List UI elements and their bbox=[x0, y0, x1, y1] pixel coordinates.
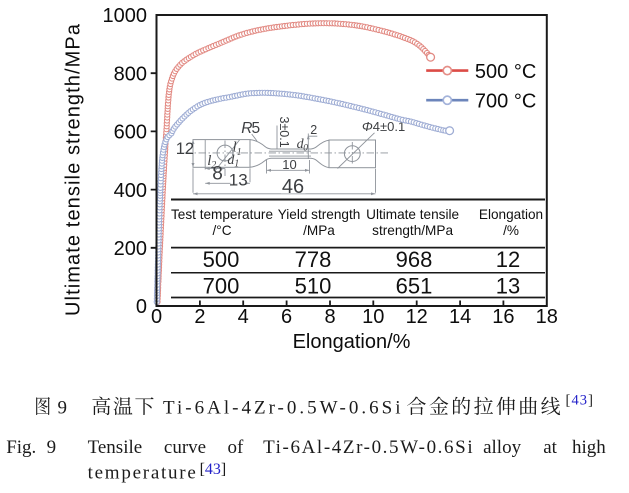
svg-text:[43]: [43] bbox=[566, 392, 594, 408]
svg-text:/%: /% bbox=[503, 223, 519, 238]
svg-text:of: of bbox=[228, 437, 245, 458]
svg-text:R: R bbox=[241, 120, 252, 137]
svg-text:Ti-6Al-4Zr-0.5W-0.6Si: Ti-6Al-4Zr-0.5W-0.6Si bbox=[263, 437, 473, 458]
svg-text:510: 510 bbox=[295, 274, 332, 299]
svg-text:1: 1 bbox=[237, 147, 242, 158]
svg-text:968: 968 bbox=[396, 247, 433, 272]
svg-text:400: 400 bbox=[114, 180, 147, 202]
svg-text:10: 10 bbox=[282, 157, 296, 172]
svg-text:8: 8 bbox=[212, 164, 223, 185]
svg-text:4: 4 bbox=[238, 306, 249, 328]
svg-text:46: 46 bbox=[282, 176, 304, 198]
svg-text:18: 18 bbox=[536, 306, 558, 328]
svg-text:14: 14 bbox=[449, 306, 471, 328]
svg-text:10: 10 bbox=[362, 306, 384, 328]
svg-text:0: 0 bbox=[136, 296, 147, 318]
svg-text:high: high bbox=[572, 437, 606, 458]
svg-text:Yield strength: Yield strength bbox=[278, 207, 361, 222]
svg-text:Φ4±0.1: Φ4±0.1 bbox=[362, 119, 405, 134]
svg-text:Elongation: Elongation bbox=[479, 207, 543, 222]
svg-text:d: d bbox=[297, 137, 305, 152]
svg-text:2: 2 bbox=[211, 160, 216, 171]
svg-text:500: 500 bbox=[203, 247, 240, 272]
svg-text:600: 600 bbox=[114, 122, 147, 144]
svg-text:l: l bbox=[207, 153, 211, 169]
svg-text:778: 778 bbox=[295, 247, 332, 272]
svg-text:8: 8 bbox=[324, 306, 335, 328]
svg-text:800: 800 bbox=[114, 63, 147, 85]
svg-text:Fig.: Fig. bbox=[6, 437, 36, 458]
svg-text:Elongation/%: Elongation/% bbox=[293, 331, 411, 353]
svg-text:12: 12 bbox=[496, 247, 520, 272]
svg-text:9: 9 bbox=[47, 437, 57, 458]
svg-text:Tensile: Tensile bbox=[88, 437, 143, 458]
svg-text:13: 13 bbox=[496, 274, 520, 299]
svg-text:500 °C: 500 °C bbox=[475, 61, 536, 83]
svg-text:1000: 1000 bbox=[103, 5, 148, 27]
svg-text:curve: curve bbox=[164, 437, 206, 458]
svg-text:strength/MPa: strength/MPa bbox=[372, 223, 453, 238]
svg-text:alloy: alloy bbox=[483, 437, 521, 458]
svg-text:651: 651 bbox=[396, 274, 433, 299]
svg-text:2: 2 bbox=[310, 123, 317, 137]
svg-text:2: 2 bbox=[194, 306, 205, 328]
svg-text:200: 200 bbox=[114, 238, 147, 260]
svg-text:Ultimate tensile strength/MPa: Ultimate tensile strength/MPa bbox=[63, 23, 85, 316]
svg-text:6: 6 bbox=[281, 306, 292, 328]
svg-text:13: 13 bbox=[229, 171, 248, 190]
svg-text:12: 12 bbox=[176, 140, 194, 158]
svg-text:700: 700 bbox=[203, 274, 240, 299]
svg-text:l: l bbox=[233, 140, 237, 156]
svg-text:Test temperature: Test temperature bbox=[171, 207, 273, 222]
svg-text:0: 0 bbox=[151, 306, 162, 328]
svg-text:700 °C: 700 °C bbox=[475, 91, 536, 113]
svg-text:[43]: [43] bbox=[200, 461, 227, 478]
svg-text:Ti-6Al-4Zr-0.5W-0.6Si: Ti-6Al-4Zr-0.5W-0.6Si bbox=[163, 398, 401, 419]
svg-text:Ultimate tensile: Ultimate tensile bbox=[366, 207, 459, 222]
svg-text:12: 12 bbox=[406, 306, 428, 328]
svg-text:/°C: /°C bbox=[212, 223, 231, 238]
svg-text:3±0.1: 3±0.1 bbox=[277, 117, 291, 148]
svg-text:d: d bbox=[227, 153, 235, 168]
svg-text:/MPa: /MPa bbox=[303, 223, 335, 238]
svg-text:9: 9 bbox=[58, 398, 68, 419]
svg-text:0: 0 bbox=[303, 143, 308, 153]
svg-text:at: at bbox=[543, 437, 557, 458]
svg-text:1: 1 bbox=[234, 159, 239, 170]
svg-text:5: 5 bbox=[252, 120, 261, 137]
svg-text:16: 16 bbox=[492, 306, 514, 328]
